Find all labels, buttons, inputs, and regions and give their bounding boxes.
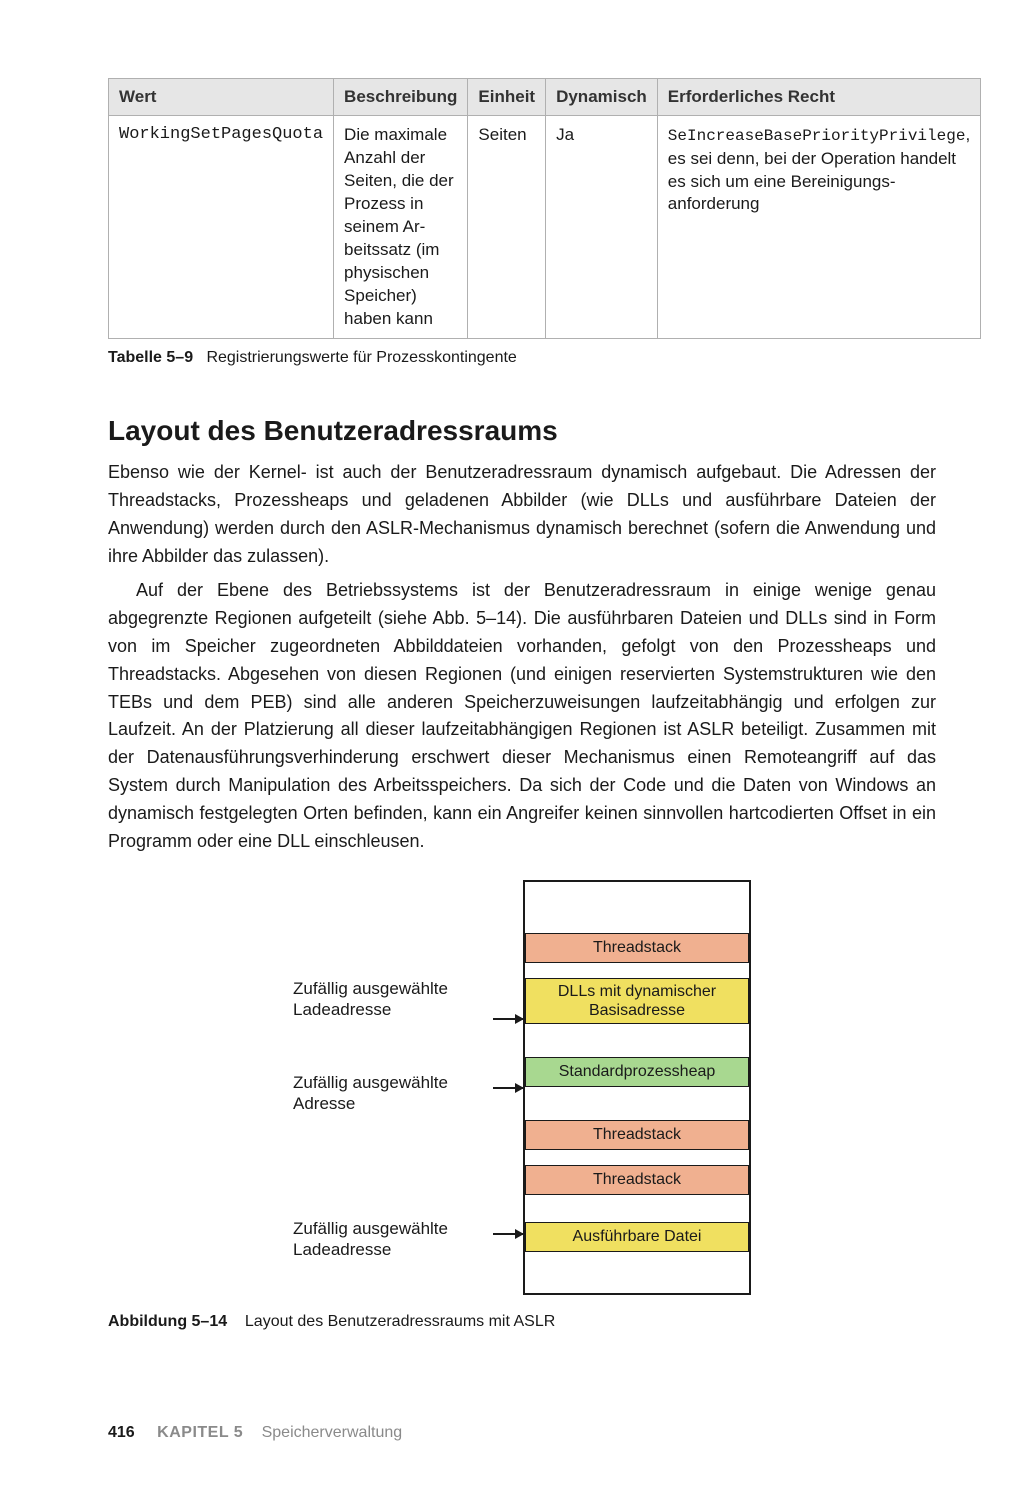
col-wert: Wert	[109, 79, 334, 116]
table-header-row: Wert Beschreibung Einheit Dynamisch Erfo…	[109, 79, 981, 116]
block-threadstack-1: Threadstack	[525, 933, 749, 963]
page-footer: 416 KAPITEL 5 Speicherverwaltung	[108, 1424, 402, 1442]
figure-labels: Zufällig ausgewählte Ladeadresse Zufälli…	[293, 880, 523, 1295]
arrow-1	[493, 1018, 523, 1020]
block-exe: Ausführbare Datei	[525, 1222, 749, 1252]
arrow-2	[493, 1087, 523, 1089]
page-number: 416	[108, 1424, 135, 1441]
col-beschreibung: Beschreibung	[334, 79, 468, 116]
block-threadstack-2: Threadstack	[525, 1120, 749, 1150]
cell-recht: SeIncreaseBasePriorityPrivilege, es sei …	[657, 116, 980, 339]
table-caption: Tabelle 5–9 Registrierungswerte für Proz…	[108, 349, 936, 367]
paragraph-1: Ebenso wie der Kernel- ist auch der Benu…	[108, 459, 936, 571]
block-dlls: DLLs mit dynamischer Basisadresse	[525, 978, 749, 1024]
gap	[525, 882, 749, 933]
memory-layout-diagram: Threadstack DLLs mit dynamischer Basisad…	[523, 880, 751, 1295]
gap	[525, 963, 749, 978]
cell-wert: WorkingSetPagesQuota	[109, 116, 334, 339]
chapter-label: KAPITEL 5	[157, 1424, 243, 1441]
cell-recht-mono: SeIncreaseBasePriorityPrivilege	[668, 127, 966, 145]
figure-caption-text: Layout des Benutzeradressraums mit ASLR	[245, 1313, 555, 1330]
col-einheit: Einheit	[468, 79, 546, 116]
label-1: Zufällig ausgewählte Ladeadresse	[293, 978, 513, 1021]
gap	[525, 1087, 749, 1120]
quota-table: Wert Beschreibung Einheit Dynamisch Erfo…	[108, 78, 981, 339]
caption-number: Tabelle 5–9	[108, 349, 193, 366]
paragraph-2: Auf der Ebene des Betriebssystems ist de…	[108, 577, 936, 856]
arrow-3	[493, 1233, 523, 1235]
gap	[525, 1195, 749, 1222]
gap	[525, 1150, 749, 1165]
gap	[525, 1252, 749, 1293]
cell-einheit: Seiten	[468, 116, 546, 339]
label-2: Zufällig ausgewählte Adresse	[293, 1072, 513, 1115]
figure-caption-number: Abbildung 5–14	[108, 1313, 227, 1330]
section-heading: Layout des Benutzeradressraums	[108, 415, 936, 447]
chapter-title: Speicherverwaltung	[262, 1424, 403, 1441]
caption-text: Registrierungswerte für Prozesskontingen…	[206, 349, 516, 366]
gap	[525, 1024, 749, 1057]
block-heap: Standardprozessheap	[525, 1057, 749, 1087]
col-dynamisch: Dynamisch	[546, 79, 658, 116]
cell-beschreibung: Die maximale Anzahl der Seiten, die der …	[334, 116, 468, 339]
col-recht: Erforderliches Recht	[657, 79, 980, 116]
table-row: WorkingSetPagesQuota Die maximale Anzahl…	[109, 116, 981, 339]
figure-5-14: Zufällig ausgewählte Ladeadresse Zufälli…	[108, 880, 936, 1295]
cell-dynamisch: Ja	[546, 116, 658, 339]
block-threadstack-3: Threadstack	[525, 1165, 749, 1195]
page: Wert Beschreibung Einheit Dynamisch Erfo…	[0, 0, 1031, 1500]
figure-caption: Abbildung 5–14 Layout des Benutzeradress…	[108, 1313, 936, 1331]
label-3: Zufällig ausgewählte Ladeadresse	[293, 1218, 513, 1261]
